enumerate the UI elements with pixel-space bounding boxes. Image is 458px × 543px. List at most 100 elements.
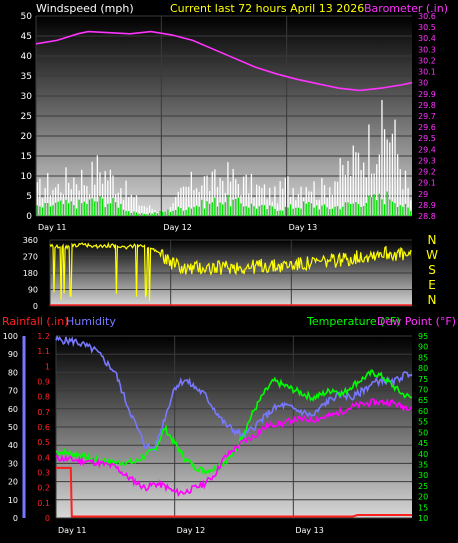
baro-tick-label: 30.6 [418,12,436,21]
rain-tick-label: 1.2 [37,332,50,341]
baro-tick-label: 29.3 [418,156,436,165]
direction-y-axis: 0 90 180 270 360 [23,236,38,311]
barometer-line [35,30,413,92]
direction-tick-label: 90 [28,286,38,295]
humidity-tick-label: 60 [8,405,18,414]
rain-tick-label: 0.4 [37,453,50,462]
temperature-tick-label: 30 [418,471,428,480]
baro-tick-label: 29.6 [418,123,436,132]
rain-tick-label: 0.6 [37,423,50,432]
rain-tick-label: 0.5 [37,438,50,447]
direction-tick-label: 270 [23,253,38,262]
temperature-tick-label: 75 [418,375,428,384]
wind-tick-label: 45 [21,32,32,42]
temperature-tick-label: 55 [418,418,428,427]
dewpoint-axis-title: Dew Point (°F) [377,315,456,328]
thermo-x-tick-label: Day 12 [177,526,206,535]
thermo-x-tick-label: Day 11 [58,526,87,535]
wind-tick-label: 35 [21,72,32,82]
compass-label: W [426,248,438,262]
humidity-tick-label: 50 [8,423,18,432]
rain-tick-label: 1 [45,362,50,371]
humidity-tick-label: 100 [3,332,18,341]
baro-tick-label: 30.1 [418,68,436,77]
compass-label: N [428,233,437,247]
direction-marks [49,241,412,306]
temperature-tick-label: 65 [418,396,428,405]
wind-tick-label: 5 [26,192,32,202]
baro-tick-label: 30.3 [418,45,436,54]
baro-tick-label: 29.2 [418,168,436,177]
rain-tick-label: 0 [45,514,50,523]
thermo-x-axis: Day 11 Day 12 Day 13 [58,526,324,535]
direction-grid [49,239,412,307]
baro-tick-label: 30.4 [418,34,436,43]
baro-tick-label: 28.9 [418,201,436,210]
rain-tick-label: 0.3 [37,469,50,478]
wind-tick-label: 25 [21,112,32,122]
wind-tick-label: 40 [21,52,33,62]
wind-marks [35,30,413,216]
humidity-tick-label: 90 [8,350,18,359]
rain-tick-label: 0.9 [37,378,50,387]
temperature-tick-label: 25 [418,482,428,491]
rain-tick-label: 0.1 [37,499,50,508]
temperature-tick-label: 70 [418,386,428,395]
thermo-x-tick-label: Day 13 [295,526,324,535]
temperature-tick-label: 40 [418,450,428,459]
wind-tick-label: 0 [26,212,32,222]
humidity-axis-title: Humidity [66,315,116,328]
temperature-tick-label: 15 [418,503,428,512]
humidity-tick-label: 20 [8,478,18,487]
temperature-tick-label: 95 [418,332,428,341]
wind-x-tick-label: Day 13 [289,223,318,232]
temperature-tick-label: 45 [418,439,428,448]
wind-grid [35,15,412,217]
temperature-tick-label: 60 [418,407,428,416]
direction-tick-label: 0 [33,302,38,311]
baro-y-axis: 28.8 28.9 29 29.1 29.2 29.3 29.4 29.5 29.6 29.7 29… [418,12,436,221]
wind-x-axis: Day 11 Day 12 Day 13 [38,223,317,232]
baro-tick-label: 28.8 [418,212,436,221]
direction-tick-label: 360 [23,236,38,245]
compass-label: N [428,293,437,307]
baro-axis-title: Barometer (.in) [364,2,448,15]
humidity-tick-label: 10 [8,496,18,505]
baro-tick-label: 30.5 [418,23,436,32]
temperature-axis-title: Temperature (°F) [306,315,401,328]
baro-tick-label: 29 [418,190,428,199]
direction-tick-label: 180 [23,269,38,278]
temperature-tick-label: 85 [418,353,428,362]
baro-tick-label: 29.5 [418,134,436,143]
wind-tick-label: 20 [21,132,33,142]
wind-y-axis: 0 5 10 15 20 25 30 35 40 45 50 [21,12,33,222]
rain-tick-label: 1.1 [37,347,50,356]
baro-tick-label: 29.1 [418,179,436,188]
baro-tick-label: 30.2 [418,56,436,65]
rain-tick-label: 0.7 [37,408,50,417]
humidity-tick-label: 40 [8,441,18,450]
baro-tick-label: 29.7 [418,112,436,121]
dewpoint-line [55,398,413,497]
temperature-tick-label: 90 [418,343,428,352]
temperature-tick-label: 50 [418,428,428,437]
rainfall-line [56,466,412,518]
humidity-line [55,334,413,453]
wind-tick-label: 15 [21,152,32,162]
baro-tick-label: 29.8 [418,101,436,110]
humidity-tick-label: 70 [8,387,18,396]
wind-x-tick-label: Day 11 [38,223,67,232]
temperature-tick-label: 80 [418,364,428,373]
baro-tick-label: 29.4 [418,145,436,154]
humidity-tick-label: 0 [13,514,18,523]
rain-axis-title: Rainfall (.in) [2,315,69,328]
temperature-tick-label: 35 [418,460,428,469]
wind-tick-label: 30 [21,92,33,102]
thermo-marks [55,334,413,518]
wind-tick-label: 50 [21,12,33,22]
wind-direction-line [49,241,412,302]
rain-tick-label: 0.2 [37,484,50,493]
humidity-tick-label: 80 [8,368,18,377]
